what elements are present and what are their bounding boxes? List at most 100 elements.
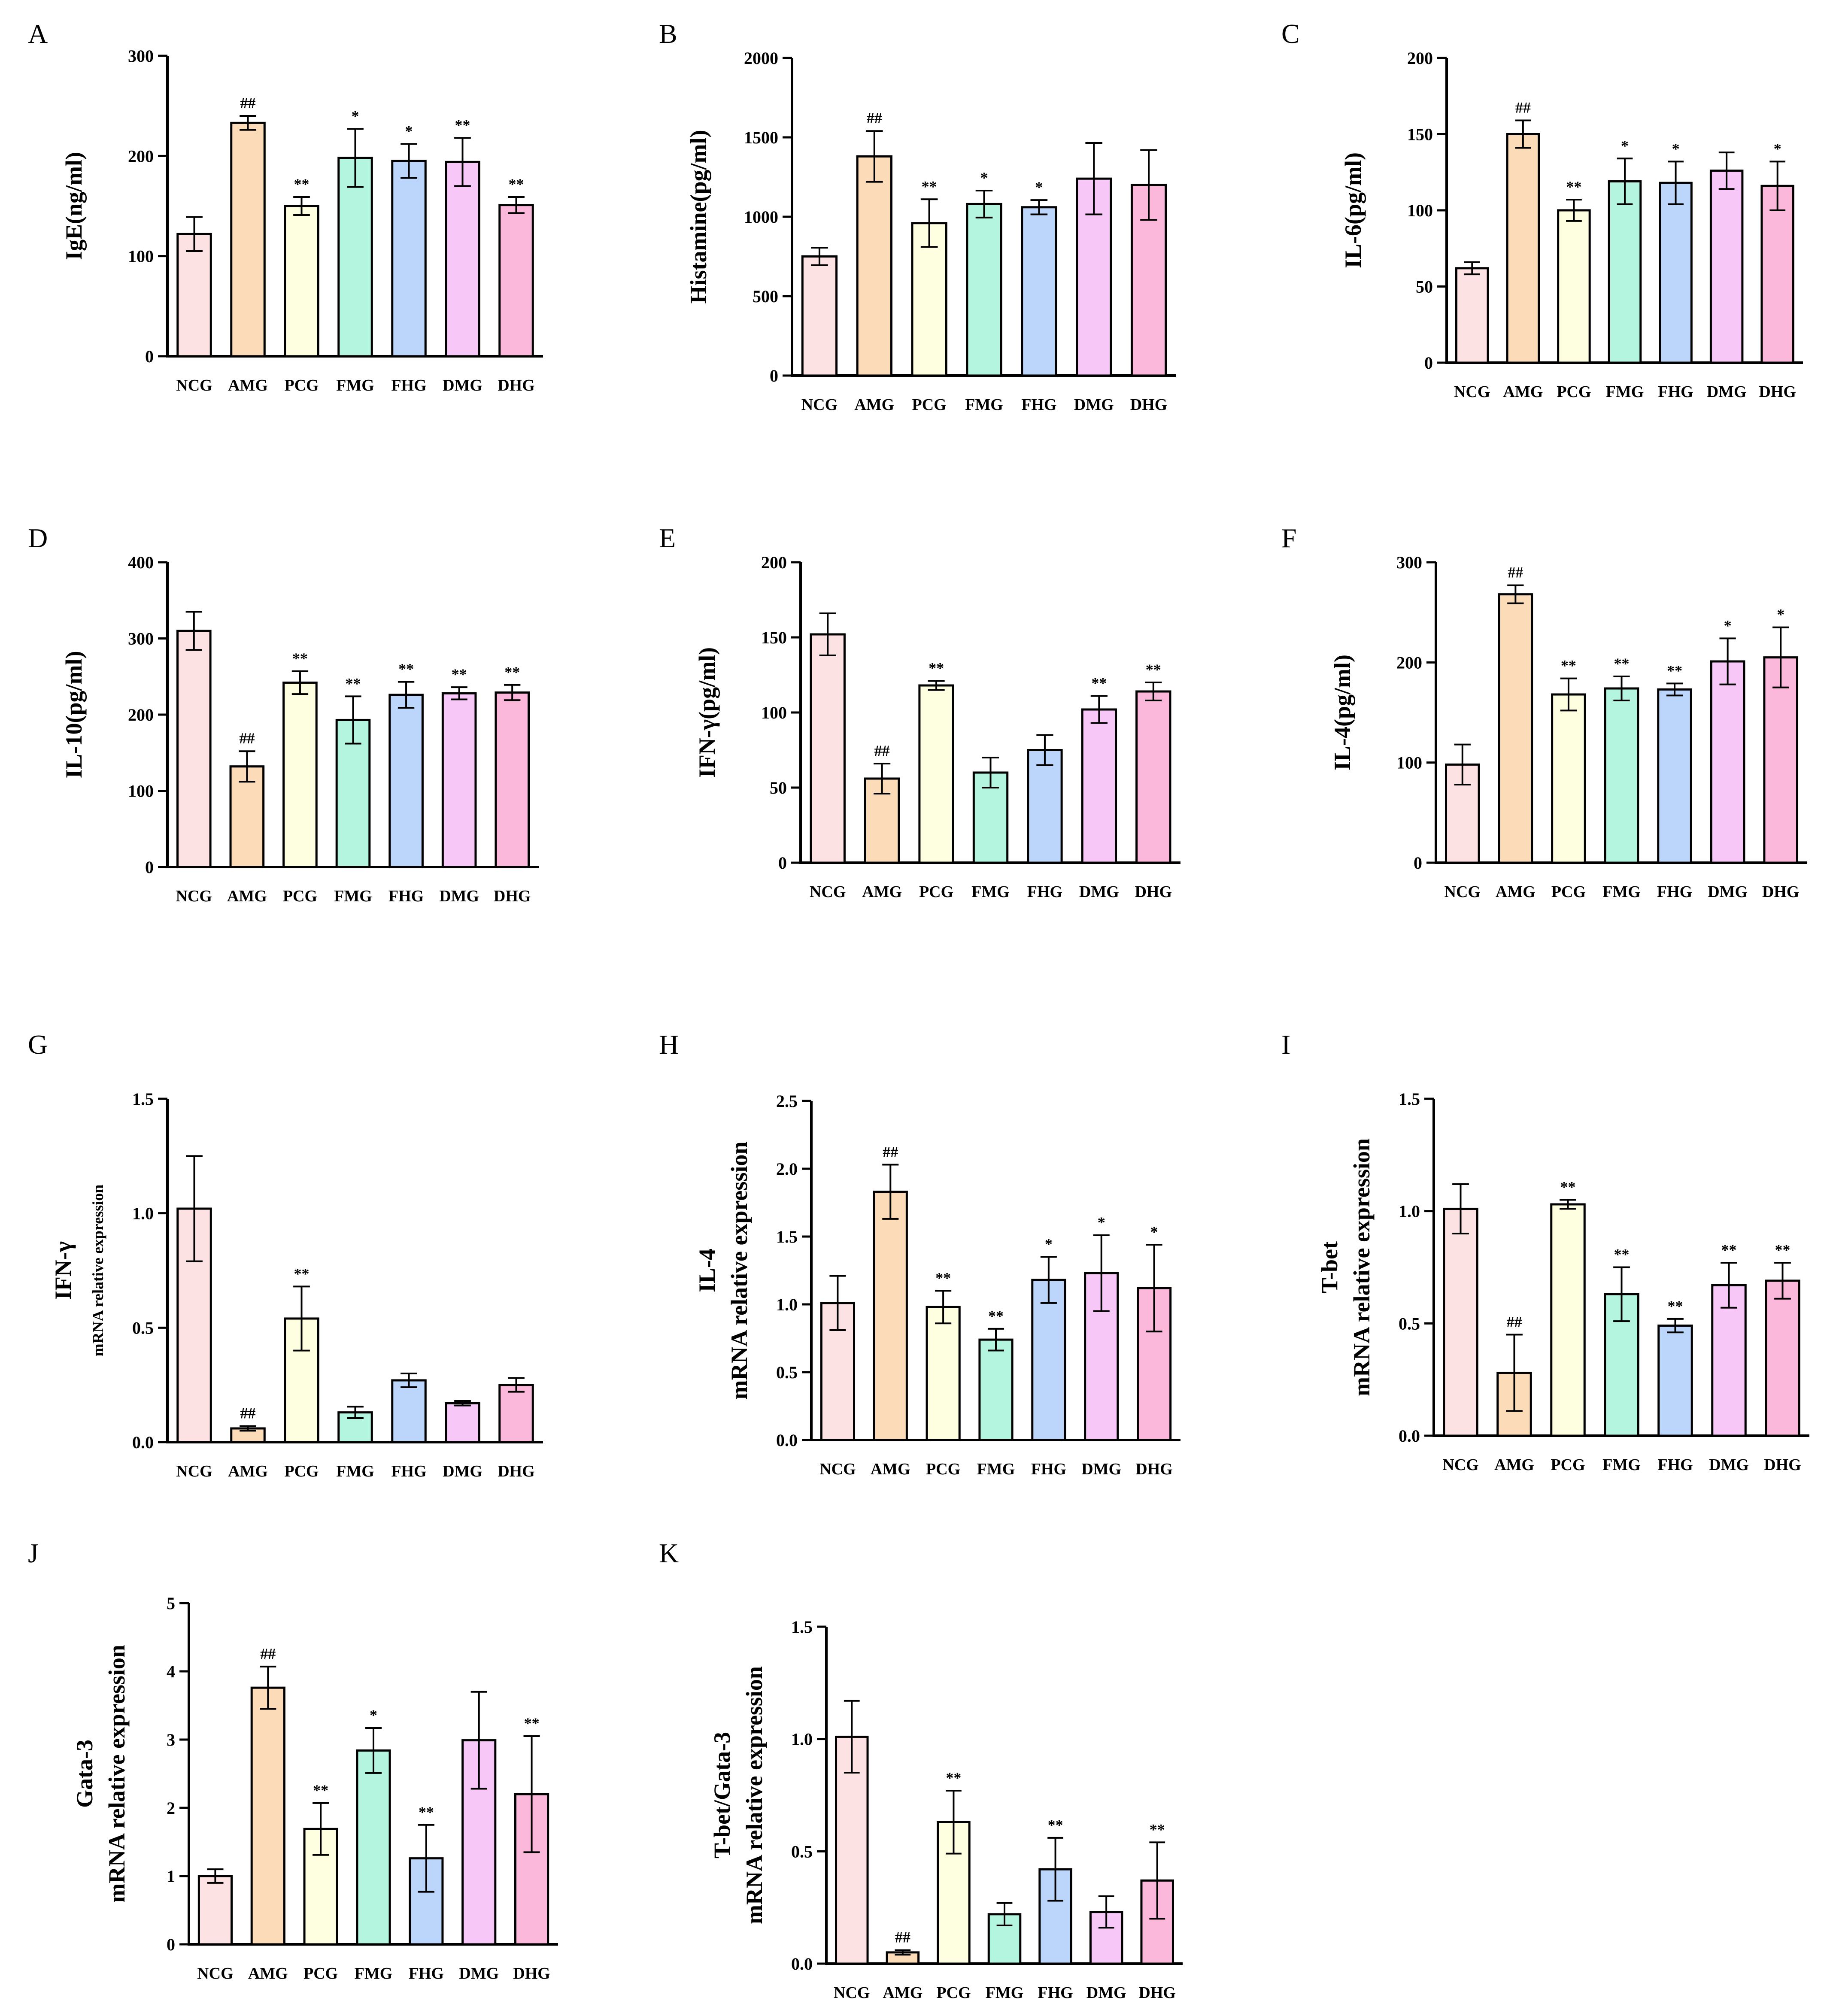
- bar-fhg: [1659, 182, 1693, 364]
- y-tick-label: 500: [753, 287, 778, 306]
- bar-dmg: [1711, 1284, 1747, 1437]
- panel-letter: B: [659, 18, 677, 49]
- significance-marker: **: [1048, 1816, 1063, 1834]
- bar-amg: [229, 765, 265, 868]
- y-tick-label: 150: [1407, 125, 1433, 144]
- panel-b: B 0 500 1000 1500 2000 Histamine(pg/ml) NCG ## AM…: [659, 18, 1176, 414]
- panel-f: F0100200300IL-4(pg/ml)NCG##AMG**PCG**FMG…: [1281, 523, 1807, 901]
- significance-marker: **: [294, 176, 310, 193]
- bar-dhg: [495, 691, 530, 868]
- x-category-label: AMG: [1494, 1456, 1534, 1474]
- significance-marker: *: [1621, 137, 1629, 154]
- x-category-label: PCG: [284, 1462, 319, 1480]
- significance-marker: **: [452, 666, 467, 683]
- y-tick-label: 400: [128, 553, 154, 572]
- panel-d: D 0 100 200 300 400 IL-10(pg/ml) NCG ## AMG ** PCG *…: [28, 523, 539, 905]
- bar-fmg: [356, 1749, 391, 1946]
- x-category-label: PCG: [936, 1984, 971, 2002]
- x-category-label: NCG: [819, 1460, 856, 1478]
- x-category-label: AMG: [227, 887, 267, 905]
- significance-marker: **: [929, 660, 944, 677]
- significance-marker: *: [352, 107, 359, 124]
- x-category-label: FHG: [1038, 1984, 1073, 2002]
- y-axis-subtitle: mRNA relative expression: [1349, 1138, 1375, 1396]
- y-tick-label: 1: [167, 1867, 175, 1886]
- significance-marker: ##: [895, 1929, 910, 1946]
- x-category-label: NCG: [176, 887, 212, 905]
- panel-a: A 0 100 200 300 IgE(ng/ml) NCG ## AMG ** PCG * FMG * F…: [28, 18, 543, 394]
- bar-ncg: [810, 633, 846, 864]
- y-tick-label: 2.5: [776, 1091, 798, 1111]
- y-tick-label: 150: [761, 628, 787, 647]
- y-tick-label: 0: [1414, 853, 1422, 873]
- bar-ncg: [1443, 1207, 1478, 1437]
- significance-marker: **: [313, 1782, 328, 1799]
- panel-c: C050100150200IL-6(pg/ml)NCG##AMG**PCG*FM…: [1281, 18, 1803, 401]
- significance-marker: ##: [883, 1143, 898, 1161]
- significance-marker: **: [1561, 657, 1576, 674]
- y-tick-label: 300: [128, 46, 154, 66]
- bar-pcg: [284, 205, 319, 358]
- x-category-label: AMG: [854, 396, 894, 414]
- y-tick-label: 200: [128, 146, 154, 166]
- bar-amg: [873, 1191, 908, 1441]
- significance-marker: **: [419, 1804, 434, 1821]
- y-tick-label: 0.5: [776, 1363, 798, 1382]
- x-category-label: DHG: [1135, 1460, 1173, 1478]
- bar-dmg: [1710, 660, 1745, 864]
- y-tick-label: 50: [770, 778, 787, 797]
- significance-marker: *: [980, 169, 988, 186]
- x-category-label: NCG: [1442, 1456, 1478, 1474]
- x-category-label: FHG: [1031, 1460, 1066, 1478]
- x-category-label: FHG: [1657, 1456, 1693, 1474]
- y-tick-label: 100: [1396, 753, 1422, 773]
- y-tick-label: 100: [128, 247, 154, 266]
- significance-marker: **: [346, 675, 361, 692]
- significance-marker: **: [1667, 662, 1682, 679]
- significance-marker: **: [1614, 655, 1630, 672]
- bar-dhg: [1135, 690, 1171, 864]
- significance-marker: *: [1774, 140, 1781, 157]
- bar-pcg: [911, 222, 947, 377]
- bar-fhg: [388, 694, 424, 868]
- panel-letter: G: [28, 1029, 48, 1060]
- x-category-label: NCG: [1445, 883, 1481, 901]
- panel-letter: E: [659, 523, 676, 553]
- y-tick-label: 100: [1407, 201, 1433, 220]
- x-category-label: PCG: [912, 396, 947, 414]
- bar-pcg: [1550, 1203, 1586, 1437]
- y-tick-label: 200: [1407, 49, 1433, 68]
- y-axis-subtitle: mRNA relative expression: [89, 1185, 106, 1357]
- x-category-label: FMG: [965, 396, 1003, 414]
- bar-amg: [1498, 593, 1533, 864]
- significance-marker: ##: [240, 1405, 256, 1422]
- x-category-label: AMG: [228, 376, 268, 394]
- y-axis-title: IgE(ng/ml): [61, 152, 87, 260]
- y-axis-title: IL-4(pg/ml): [1329, 655, 1355, 770]
- bar-dmg: [1081, 708, 1117, 864]
- bar-fmg: [978, 1338, 1014, 1441]
- bar-amg: [250, 1686, 285, 1946]
- bar-pcg: [918, 684, 954, 864]
- significance-marker: *: [1035, 179, 1043, 196]
- significance-marker: ##: [867, 109, 882, 127]
- y-tick-label: 0: [1424, 353, 1433, 373]
- bar-fmg: [337, 157, 373, 358]
- x-category-label: AMG: [862, 883, 902, 901]
- bar-dmg: [1709, 170, 1744, 364]
- bar-fhg: [391, 1379, 427, 1443]
- significance-marker: *: [1098, 1214, 1105, 1231]
- x-category-label: FHG: [1021, 396, 1056, 414]
- x-category-label: DHG: [498, 1462, 535, 1480]
- significance-marker: **: [1668, 1298, 1683, 1315]
- x-category-label: DMG: [1074, 396, 1114, 414]
- panel-k: K 0.0 0.5 1.0 1.5 T-bet/Gata-3 mRNA relative e…: [659, 1538, 1183, 2002]
- significance-marker: *: [1724, 617, 1732, 634]
- y-tick-label: 0.5: [1399, 1314, 1420, 1333]
- x-category-label: PCG: [919, 883, 953, 901]
- bar-fhg: [1027, 749, 1063, 864]
- y-axis-title: Gata-3: [72, 1740, 97, 1808]
- y-tick-label: 0: [770, 366, 778, 385]
- y-tick-label: 300: [1396, 553, 1422, 572]
- x-category-label: FMG: [986, 1984, 1024, 2002]
